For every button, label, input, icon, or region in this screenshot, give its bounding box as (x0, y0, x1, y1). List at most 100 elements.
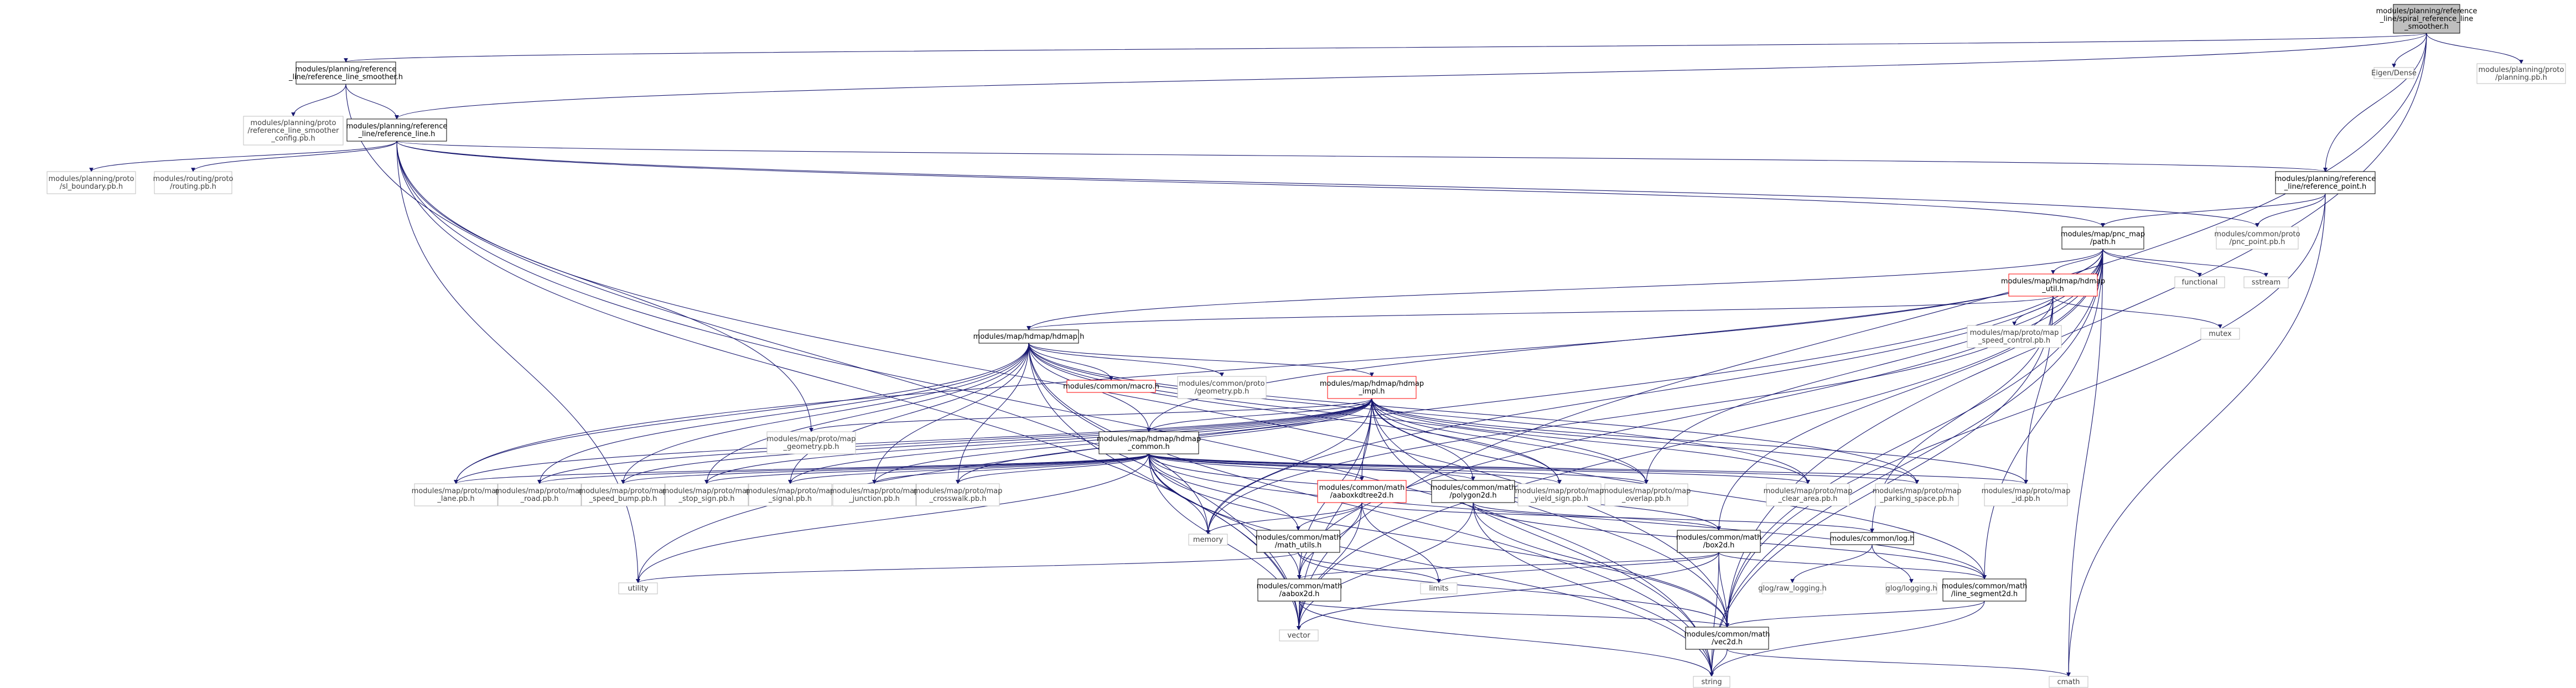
node-yield[interactable]: modules/map/proto/map_yield_sign.pb.h (1515, 483, 1604, 506)
edge-impl-to-stopsign (704, 398, 1372, 484)
node-pncpoint[interactable]: modules/common/proto/pnc_point.pb.h (2214, 226, 2300, 250)
node-box (665, 483, 749, 506)
edge-mathutils-to-vec2d (1298, 552, 1729, 628)
node-label-line: modules/common/macro.h (1063, 382, 1159, 391)
edge-root-to-rls (344, 33, 2427, 63)
node-utility[interactable]: utility (618, 582, 658, 594)
node-signal[interactable]: modules/map/proto/map_signal.pb.h (746, 483, 835, 506)
edge-rl-to-mapgeom (396, 141, 813, 432)
node-label-line: /polygon2d.h (1449, 492, 1496, 500)
node-aabox[interactable]: modules/common/math/aabox2d.h (1257, 578, 1343, 602)
node-log[interactable]: modules/common/log.h (1829, 532, 1915, 545)
node-string[interactable]: string (1693, 676, 1730, 688)
node-limits[interactable]: limits (1420, 582, 1458, 594)
node-rls[interactable]: modules/planning/reference_line/referenc… (288, 61, 403, 85)
edge-kdtree-to-vector (1297, 502, 1362, 630)
edge-pncpath-to-vec2d (1725, 249, 2103, 628)
edge-box2d-to-aabox (1297, 552, 1719, 580)
node-crosswalk[interactable]: modules/map/proto/map_crosswalk.pb.h (914, 483, 1003, 506)
node-label-line: _parking_space.pb.h (1879, 495, 1953, 503)
node-hdmap[interactable]: modules/map/hdmap/hdmap.h (973, 329, 1085, 344)
edge-common-to-lineseg (1148, 453, 1987, 580)
node-label-line: utility (628, 584, 649, 593)
node-mathutils[interactable]: modules/common/math/math_utils.h (1256, 530, 1341, 553)
node-label-line: modules/map/hdmap/hdmap (1097, 435, 1201, 443)
node-label-line: modules/common/math (1430, 484, 1516, 492)
edge-common-to-lane (454, 453, 1149, 484)
node-vec2d[interactable]: modules/common/math/vec2d.h (1684, 627, 1770, 650)
node-speedbump[interactable]: modules/map/proto/map_speed_bump.pb.h (579, 483, 668, 506)
edge-mathutils-to-limits (1298, 552, 1441, 583)
node-box (748, 483, 832, 506)
node-sstream[interactable]: sstream (2243, 276, 2289, 288)
node-vector[interactable]: vector (1279, 629, 1319, 642)
edge-common-to-crosswalk (956, 453, 1149, 484)
node-mutex[interactable]: mutex (2200, 328, 2240, 340)
node-macro[interactable]: modules/common/macro.h (1063, 380, 1159, 393)
node-box (1327, 376, 1417, 399)
node-label-line: _common.h (1127, 443, 1170, 451)
node-cmath[interactable]: cmath (2049, 676, 2088, 688)
edge-hdmap-to-geompb (1028, 343, 1224, 377)
node-mapid[interactable]: modules/map/proto/map_id.pb.h (1982, 483, 2071, 506)
node-label-line: modules/map/proto/map (1515, 487, 1604, 495)
node-eigen[interactable]: Eigen/Dense (2371, 67, 2417, 79)
node-box (1604, 483, 1688, 506)
node-parking[interactable]: modules/map/proto/map_parking_space.pb.h (1873, 483, 1962, 506)
edge-rp-to-cmath (2066, 193, 2326, 677)
node-cleararea[interactable]: modules/map/proto/map_clear_area.pb.h (1764, 483, 1853, 506)
edge-common-to-vec2d (1148, 453, 1729, 628)
node-hdutil[interactable]: modules/map/hdmap/hdmap_util.h (2001, 273, 2105, 297)
node-speedctl[interactable]: modules/map/proto/map_speed_control.pb.h (1967, 325, 2062, 348)
node-common[interactable]: modules/map/hdmap/hdmap_common.h (1097, 431, 1201, 454)
node-box (2393, 4, 2460, 34)
node-box (414, 483, 498, 506)
node-stopsign[interactable]: modules/map/proto/map_stop_sign.pb.h (662, 483, 751, 506)
node-box (2243, 276, 2289, 288)
node-mapgeom[interactable]: modules/map/proto/map_geometry.pb.h (766, 431, 856, 454)
node-geompb[interactable]: modules/common/proto/geometry.pb.h (1177, 376, 1267, 399)
node-box (2216, 226, 2299, 250)
node-smcfg[interactable]: modules/planning/proto/reference_line_sm… (243, 116, 344, 146)
node-label-line: limits (1429, 584, 1449, 593)
node-label-line: _util.h (2041, 285, 2064, 293)
edge-impl-to-polygon (1371, 398, 1475, 481)
node-box (2008, 273, 2098, 297)
node-overlap[interactable]: modules/map/proto/map_overlap.pb.h (1602, 483, 1691, 506)
node-lane[interactable]: modules/map/proto/map_lane.pb.h (412, 483, 501, 506)
edge-hdmap-to-parking (1028, 343, 1919, 484)
node-pncpath[interactable]: modules/map/pnc_map/path.h (2061, 226, 2145, 250)
node-root[interactable]: modules/planning/reference_line/spiral_r… (2376, 4, 2477, 34)
node-box (1431, 480, 1515, 503)
node-polygon[interactable]: modules/common/math/polygon2d.h (1430, 480, 1516, 503)
node-label-line: /geometry.pb.h (1195, 387, 1250, 396)
node-label-line: modules/map/proto/map (662, 487, 751, 495)
node-glog[interactable]: glog/logging.h (1885, 582, 1937, 594)
edge-common-to-road (537, 453, 1149, 484)
edge-rl-to-pncpoint (396, 141, 2259, 227)
node-box2d[interactable]: modules/common/math/box2d.h (1676, 530, 1762, 553)
node-label-line: _config.pb.h (271, 135, 315, 143)
node-kdtree[interactable]: modules/common/math/aaboxkdtree2d.h (1317, 480, 1407, 503)
edge-hdmap-to-signal (788, 343, 1029, 484)
node-road[interactable]: modules/map/proto/map_road.pb.h (495, 483, 584, 506)
node-slb[interactable]: modules/planning/proto/sl_boundary.pb.h (46, 171, 136, 194)
node-rp[interactable]: modules/planning/reference_line/referenc… (2275, 171, 2376, 194)
node-junction[interactable]: modules/map/proto/map_junction.pb.h (830, 483, 919, 506)
node-label-line: _speed_bump.pb.h (589, 495, 657, 503)
node-functional[interactable]: functional (2174, 276, 2225, 288)
node-box (497, 483, 582, 506)
node-planpb[interactable]: modules/planning/proto/planning.pb.h (2476, 63, 2566, 84)
node-impl[interactable]: modules/map/hdmap/hdmap_impl.h (1320, 376, 1424, 399)
edge-impl-to-signal (788, 398, 1372, 484)
edge-hdmap-to-junction (872, 343, 1029, 484)
node-box (978, 329, 1079, 344)
node-rl[interactable]: modules/planning/reference_line/referenc… (346, 118, 448, 142)
node-lineseg[interactable]: modules/common/math/line_segment2d.h (1942, 578, 2028, 602)
edge-log-to-glog (1872, 544, 1914, 583)
node-label-line: mutex (2209, 330, 2232, 338)
node-memory[interactable]: memory (1188, 534, 1228, 546)
node-rawlog[interactable]: glog/raw_logging.h (1758, 582, 1827, 594)
node-routing[interactable]: modules/routing/proto/routing.pb.h (153, 171, 234, 194)
edge-kdtree-to-memory (1206, 502, 1362, 535)
